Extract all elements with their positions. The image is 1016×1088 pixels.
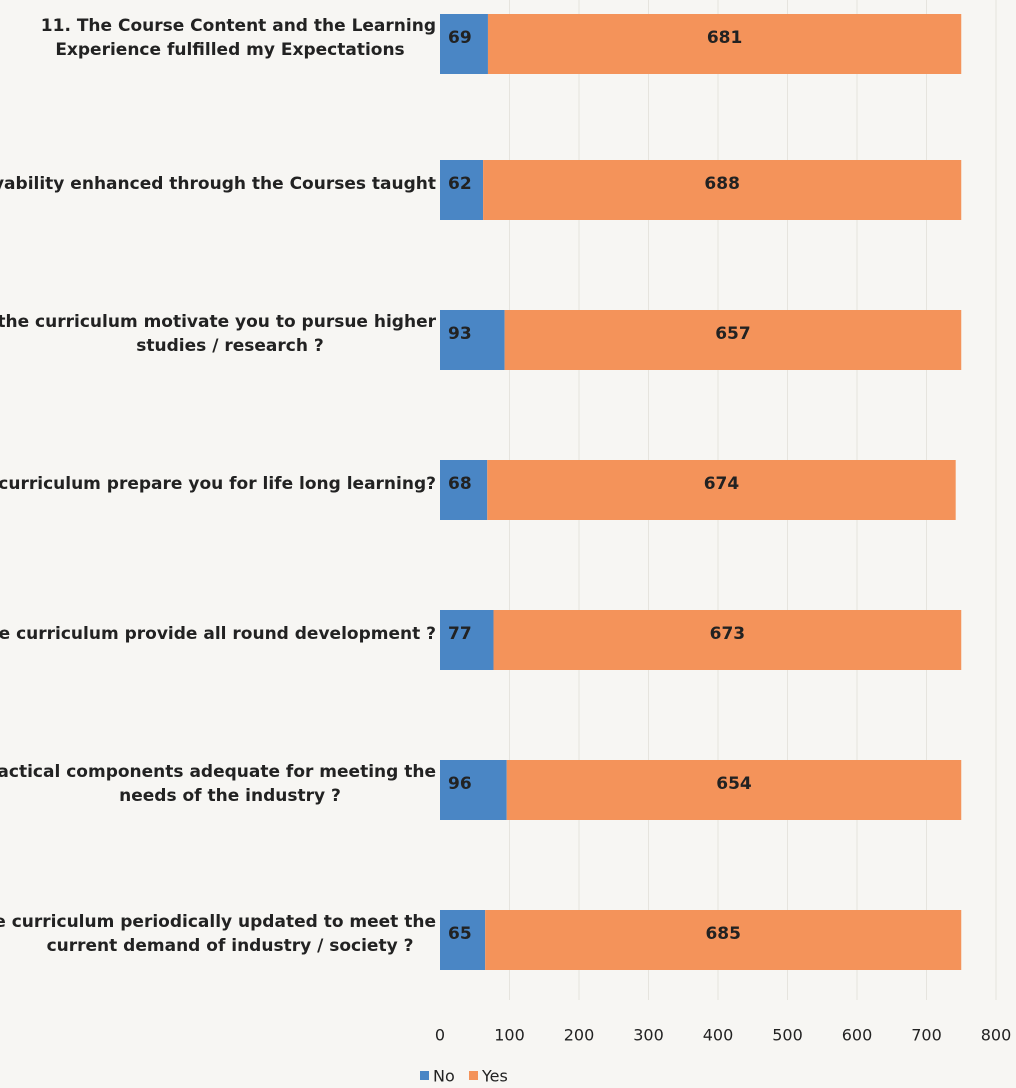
bar-yes-2: [483, 160, 962, 220]
data-label-yes-1: 681: [707, 28, 743, 48]
category-label-3: s the curriculum motivate you to pursue …: [0, 312, 437, 356]
category-label-2: loyability enhanced through the Courses …: [0, 174, 436, 194]
data-label-yes-4: 674: [704, 474, 740, 494]
x-axis-ticks: 0 100 200 300 400 500 600 700 800: [435, 1026, 1011, 1045]
data-label-no-5: 77: [448, 624, 472, 644]
category-label-5: he curriculum provide all round developm…: [0, 624, 436, 644]
x-tick-500: 500: [772, 1026, 803, 1045]
category-label-6: ractical components adequate for meeting…: [0, 762, 436, 806]
bar-no-2: [440, 160, 484, 220]
data-label-no-2: 62: [448, 174, 472, 194]
data-label-no-4: 68: [448, 474, 472, 494]
legend-swatch-no: [420, 1071, 429, 1080]
category-label-7: e curriculum periodically updated to mee…: [0, 912, 436, 956]
bar-yes-4: [487, 460, 956, 520]
x-tick-700: 700: [911, 1026, 942, 1045]
data-label-yes-5: 673: [710, 624, 746, 644]
x-tick-0: 0: [435, 1026, 445, 1045]
bar-yes-6: [506, 760, 962, 820]
category-label-1: 11. The Course Content and the Learning E…: [41, 16, 436, 60]
data-label-yes-7: 685: [705, 924, 741, 944]
x-tick-600: 600: [842, 1026, 873, 1045]
bar-no-3: [440, 310, 505, 370]
category-label-4: e curriculum prepare you for life long l…: [0, 474, 436, 494]
data-label-yes-6: 654: [716, 774, 752, 794]
data-label-no-3: 93: [448, 324, 472, 344]
legend: No Yes: [420, 1067, 508, 1086]
bar-no-1: [440, 14, 488, 74]
data-label-no-1: 69: [448, 28, 472, 48]
category-labels: 11. The Course Content and the Learning E…: [0, 16, 437, 956]
data-label-no-7: 65: [448, 924, 472, 944]
data-label-no-6: 96: [448, 774, 472, 794]
bar-no-5: [440, 610, 494, 670]
bar-no-4: [440, 460, 488, 520]
bar-no-6: [440, 760, 507, 820]
x-tick-200: 200: [564, 1026, 595, 1045]
bar-no-7: [440, 910, 486, 970]
bar-yes-7: [485, 910, 962, 970]
bar-yes-1: [487, 14, 962, 74]
bar-yes-3: [504, 310, 962, 370]
x-tick-300: 300: [633, 1026, 664, 1045]
bars: 69 681 62 688 93 657 68 674 77 673 96 654 65 685: [440, 14, 962, 970]
x-tick-100: 100: [494, 1026, 525, 1045]
data-label-yes-3: 657: [715, 324, 751, 344]
legend-label-yes: Yes: [481, 1067, 508, 1086]
legend-swatch-yes: [469, 1071, 478, 1080]
x-tick-800: 800: [981, 1026, 1012, 1045]
data-label-yes-2: 688: [704, 174, 740, 194]
bar-yes-5: [493, 610, 962, 670]
x-tick-400: 400: [703, 1026, 734, 1045]
legend-label-no: No: [433, 1067, 455, 1086]
